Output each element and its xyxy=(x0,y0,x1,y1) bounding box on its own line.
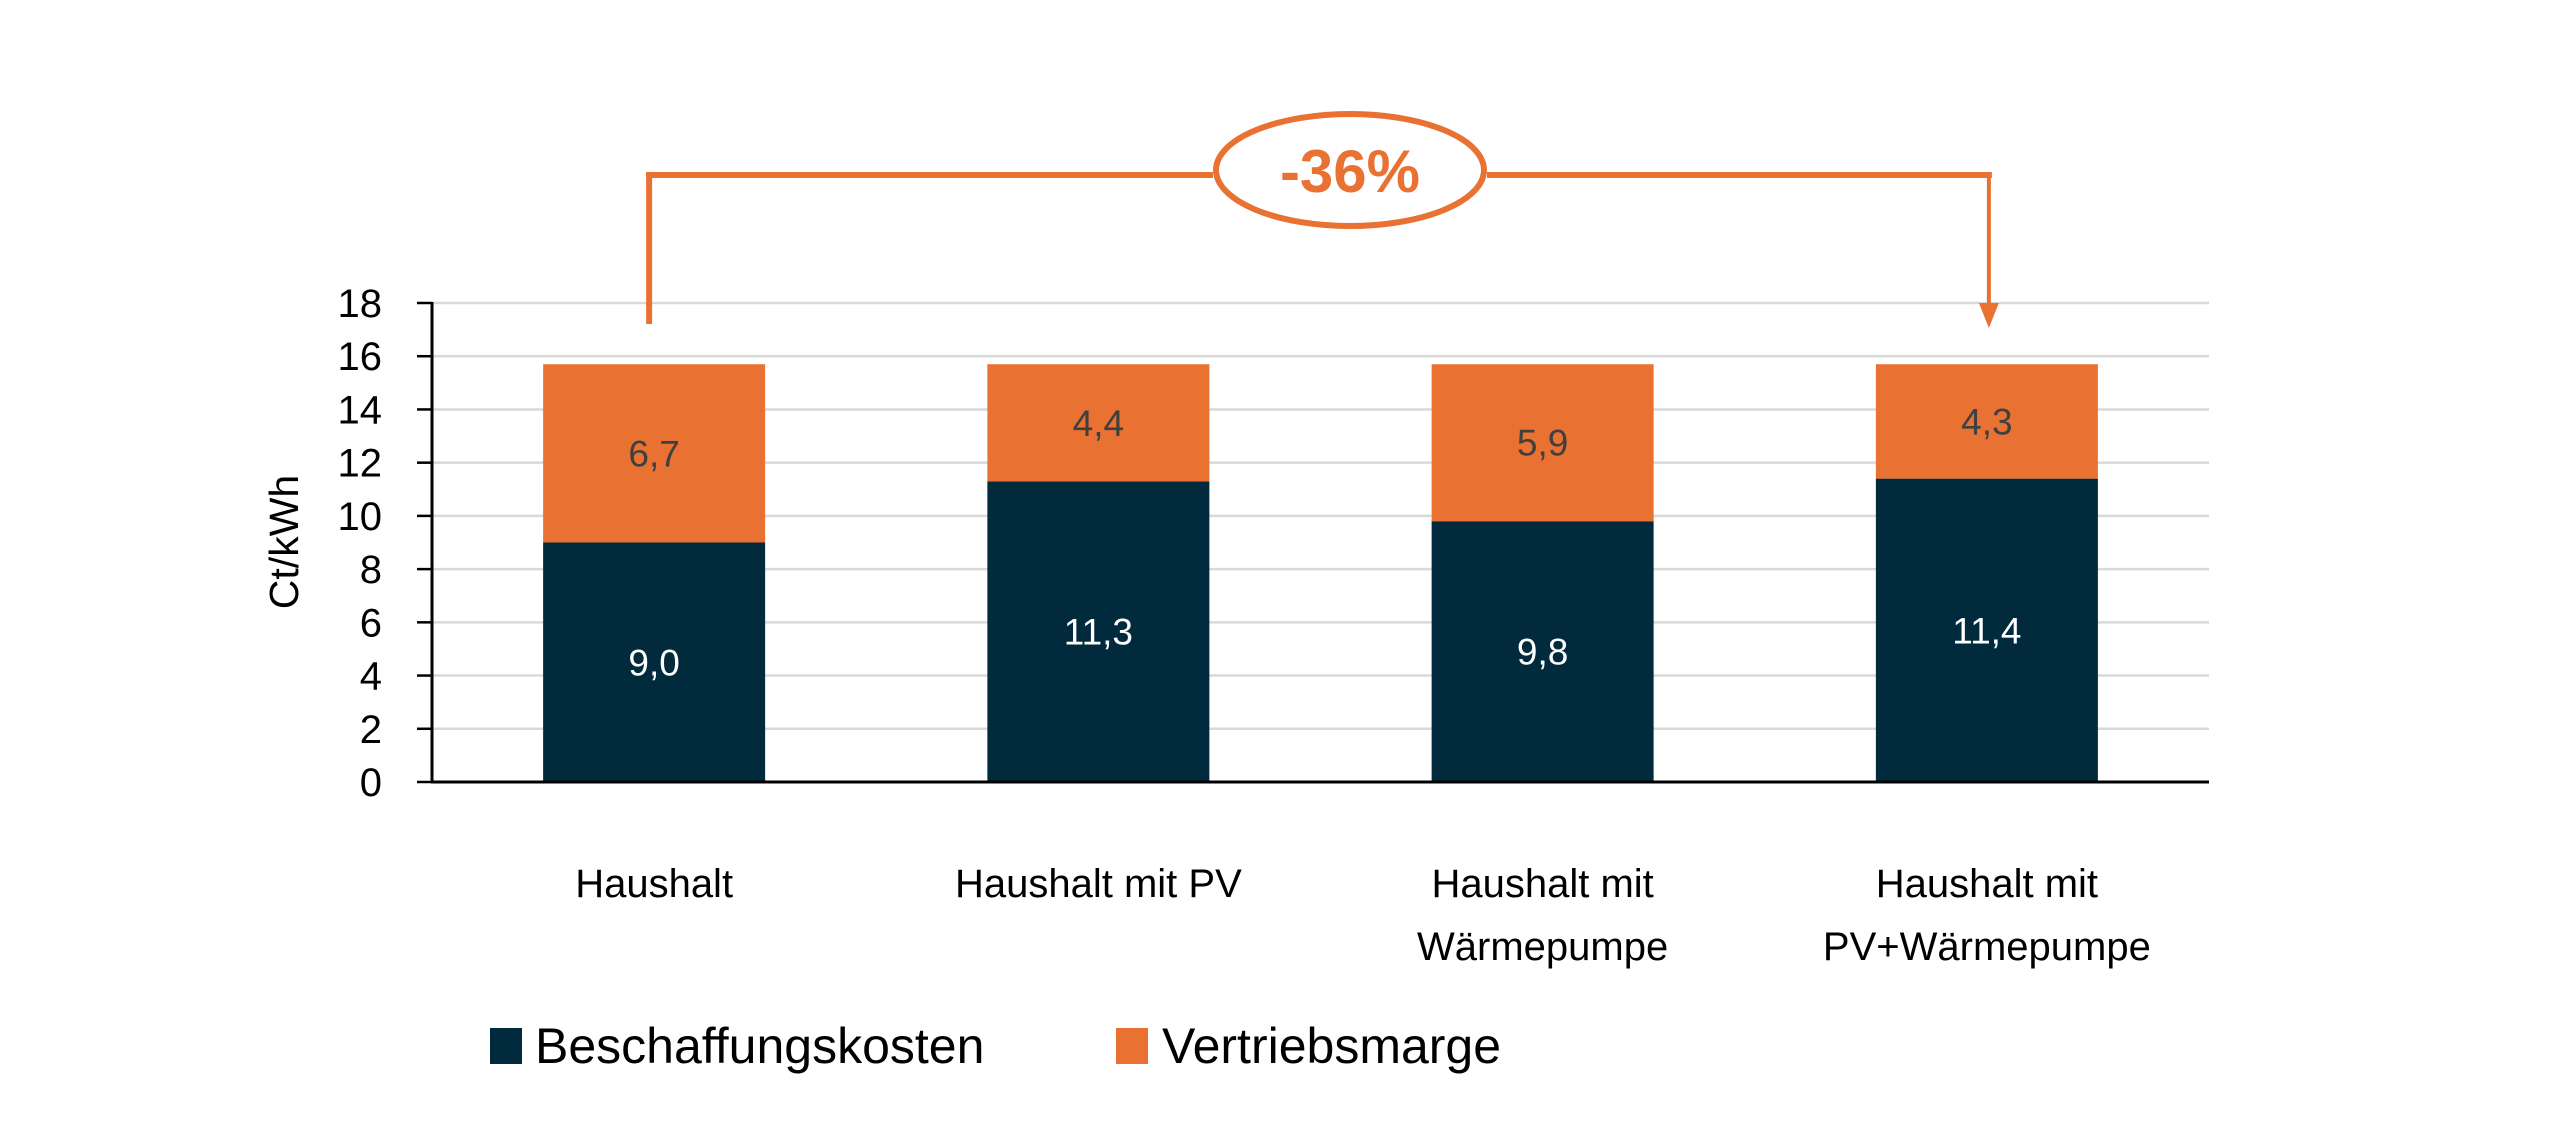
legend-label: Vertriebsmarge xyxy=(1162,1018,1501,1074)
legend-label: Beschaffungskosten xyxy=(535,1018,984,1074)
data-label: 11,4 xyxy=(1952,610,2021,651)
bar-segment-vertriebsmarge xyxy=(543,364,766,543)
y-tick-label: 10 xyxy=(338,495,383,539)
x-category-label: Haushalt mit PV xyxy=(955,862,1242,906)
x-tick-labels: Haushalt Haushalt mit PV Haushalt mit Wärme… xyxy=(575,862,2151,969)
bar-segment-beschaffungskosten xyxy=(543,542,766,782)
y-tick-labels: 0 2 4 6 8 10 12 14 16 18 xyxy=(338,282,383,805)
data-label: 11,3 xyxy=(1064,612,1133,653)
bar-segment-vertriebsmarge xyxy=(987,364,1210,482)
legend-swatch xyxy=(490,1028,522,1064)
bar-segment-vertriebsmarge xyxy=(1875,364,2098,479)
y-tick-label: 12 xyxy=(338,442,383,486)
y-tick-label: 6 xyxy=(360,601,382,645)
y-tick-label: 8 xyxy=(360,548,382,592)
bar-segment-beschaffungskosten xyxy=(987,481,1210,782)
data-label: 4,4 xyxy=(1073,403,1124,444)
x-category-label: Haushalt xyxy=(575,862,733,906)
annotation-ellipse xyxy=(1213,111,1487,229)
axes xyxy=(417,301,2209,784)
arrow-down-icon xyxy=(1978,303,1999,328)
y-tick-label: 18 xyxy=(338,282,383,326)
x-category-label: Wärmepumpe xyxy=(1417,925,1668,969)
bars: 9,0 6,7 11,3 4,4 9,8 5,9 11,4 4,3 xyxy=(543,364,2098,782)
y-tick-label: 0 xyxy=(360,761,382,805)
x-category-label: Haushalt mit xyxy=(1431,862,1653,906)
data-label: 5,9 xyxy=(1517,423,1568,464)
data-label: 9,8 xyxy=(1517,632,1568,673)
x-category-label: Haushalt mit xyxy=(1876,862,2098,906)
x-category-label: PV+Wärmepumpe xyxy=(1823,925,2151,969)
data-label: 4,3 xyxy=(1961,401,2012,442)
y-tick-label: 14 xyxy=(338,388,383,432)
reduction-annotation: -36% xyxy=(646,111,1999,328)
annotation-percent-label: -36% xyxy=(1280,138,1420,205)
legend: Beschaffungskosten Vertriebsmarge xyxy=(490,1018,1501,1074)
y-tick-label: 16 xyxy=(338,335,383,379)
bar-segment-beschaffungskosten xyxy=(1875,478,2098,782)
bar-segment-vertriebsmarge xyxy=(1431,364,1654,522)
y-tick-label: 4 xyxy=(360,655,382,699)
y-axis-title: Ct/kWh xyxy=(261,475,307,609)
data-label: 9,0 xyxy=(628,642,679,683)
y-tick-label: 2 xyxy=(360,708,382,752)
legend-swatch xyxy=(1116,1028,1148,1064)
bar-segment-beschaffungskosten xyxy=(1431,521,1654,782)
data-label: 6,7 xyxy=(628,433,679,474)
